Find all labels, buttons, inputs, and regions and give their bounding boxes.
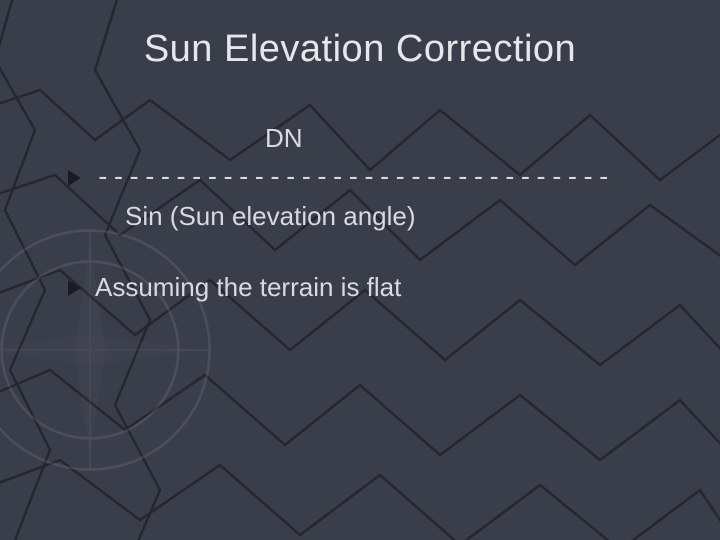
slide-title: Sun Elevation Correction bbox=[40, 28, 680, 71]
formula-block: DN --------------------------------- Sin… bbox=[68, 119, 680, 236]
bullet-icon bbox=[68, 280, 81, 296]
slide-content: Sun Elevation Correction DN ------------… bbox=[0, 0, 720, 540]
assumption-text: Assuming the terrain is flat bbox=[95, 272, 401, 303]
formula-divider: --------------------------------- bbox=[95, 158, 612, 197]
formula-denominator: Sin (Sun elevation angle) bbox=[125, 197, 416, 236]
formula-numerator: DN bbox=[265, 119, 303, 158]
assumption-bullet: Assuming the terrain is flat bbox=[68, 272, 680, 303]
bullet-icon bbox=[68, 170, 81, 186]
